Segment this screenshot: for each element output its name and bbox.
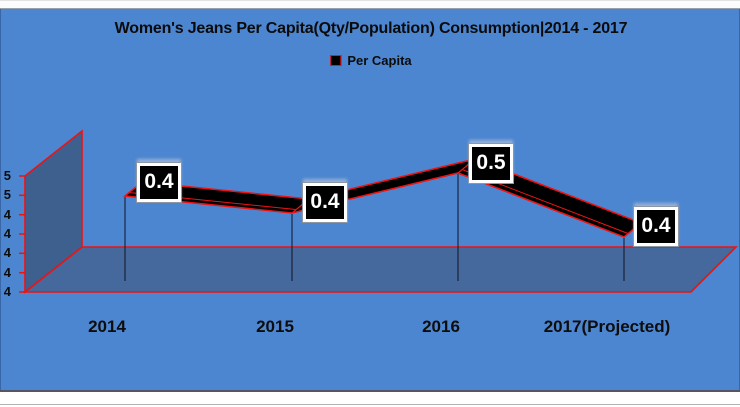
y-axis-label: 4 bbox=[3, 226, 11, 241]
top-white-strip bbox=[0, 0, 740, 9]
bottom-divider bbox=[0, 404, 740, 405]
y-axis-label: 4 bbox=[3, 245, 11, 261]
data-label-box: 0.4 bbox=[303, 183, 347, 222]
data-label-box: 0.5 bbox=[469, 144, 513, 183]
x-axis-label: 2016 bbox=[422, 317, 460, 336]
x-axis-label: 2017(Projected) bbox=[543, 317, 671, 336]
legend-marker-icon bbox=[330, 55, 342, 66]
y-axis-label: 4 bbox=[3, 284, 11, 299]
chart-area: Women's Jeans Per Capita(Qty/Population)… bbox=[0, 9, 740, 390]
chart-floor bbox=[22, 246, 738, 293]
y-axis-label: 5 bbox=[3, 168, 11, 183]
bottom-white-strip bbox=[0, 390, 740, 407]
x-axis-label: 2014 bbox=[88, 317, 126, 336]
y-axis-label: 4 bbox=[3, 206, 11, 222]
y-axis-label: 5 bbox=[3, 187, 11, 203]
data-label-box: 0.4 bbox=[634, 207, 678, 246]
chart-title: Women's Jeans Per Capita(Qty/Population)… bbox=[114, 20, 628, 37]
x-axis-label: 2015 bbox=[256, 317, 294, 336]
series-ribbon bbox=[123, 158, 643, 238]
legend: Per Capita bbox=[330, 53, 412, 68]
legend-label: Per Capita bbox=[347, 53, 412, 68]
y-axis-label: 4 bbox=[3, 264, 11, 280]
data-label-box: 0.4 bbox=[137, 163, 181, 202]
